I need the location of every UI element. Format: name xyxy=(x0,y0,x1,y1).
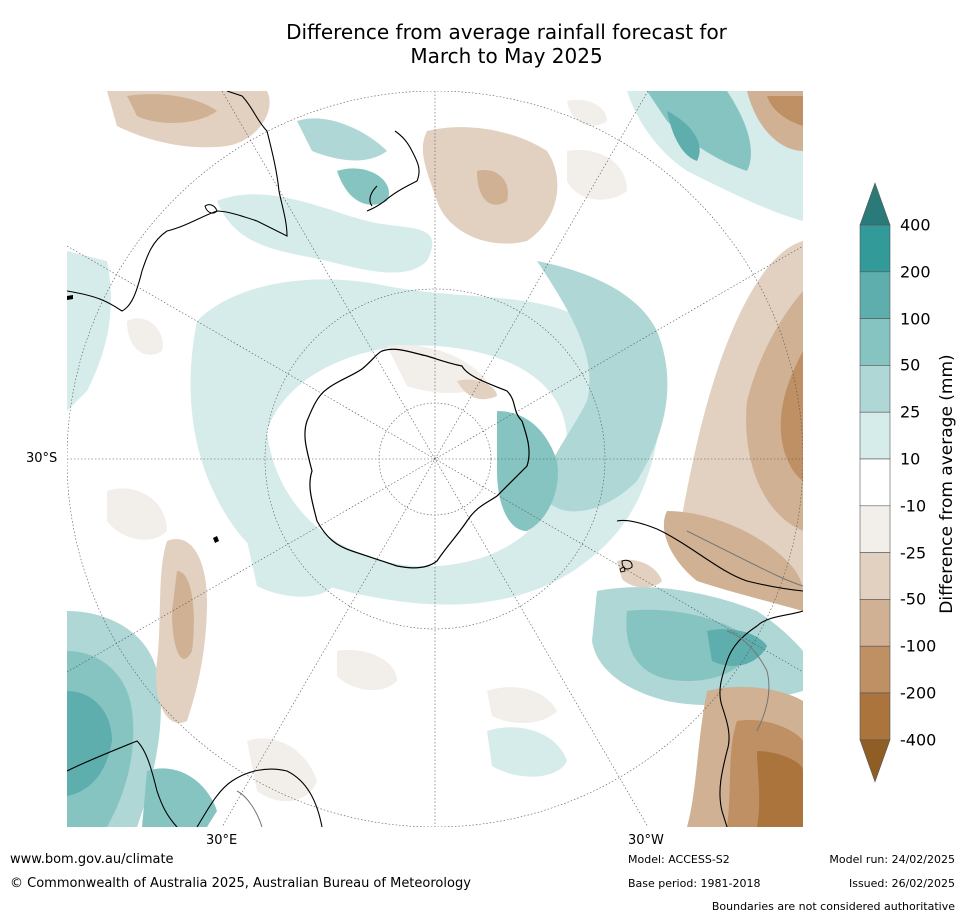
colorbar-segment--200--100 xyxy=(859,645,891,694)
new-zealand-coastline xyxy=(366,130,420,212)
south-america-coastline xyxy=(616,519,803,827)
colorbar-segment-200-400 xyxy=(859,224,891,273)
colorbar-segment-10-25 xyxy=(859,411,891,460)
colorbar-tick-label: 400 xyxy=(900,215,931,235)
colorbar-tick-label: -100 xyxy=(900,636,937,656)
tasmania-outline xyxy=(204,204,218,214)
colorbar-extend-bottom xyxy=(859,739,891,783)
colorbar-segment--400--200 xyxy=(859,692,891,741)
boundary-disclaimer: Boundaries are not considered authoritat… xyxy=(711,900,955,913)
issued-date: Issued: 26/02/2025 xyxy=(848,877,955,890)
colorbar-segment--100--50 xyxy=(859,599,891,647)
base-period: Base period: 1981-2018 xyxy=(628,877,761,890)
colorbar-tick-label: 25 xyxy=(900,402,921,422)
africa-borders xyxy=(236,790,263,827)
colorbar-tick-label: -25 xyxy=(900,543,927,563)
colorbar-tick-label: 100 xyxy=(900,309,931,329)
lon-label-30w: 30°W xyxy=(628,833,664,848)
south-america-borders xyxy=(686,530,803,732)
graticule xyxy=(67,91,803,827)
antarctica-coastline xyxy=(304,348,530,569)
lon-label-30e: 30°E xyxy=(206,833,238,848)
chart-title: Difference from average rainfall forecas… xyxy=(0,20,965,68)
model-run-date: Model run: 24/02/2025 xyxy=(829,853,955,866)
colorbar-tick-label: -50 xyxy=(900,589,927,609)
colorbar-tick-label: -10 xyxy=(900,496,927,516)
colorbar-title: Difference from average (mm) xyxy=(937,354,957,614)
kerguelen-island xyxy=(213,536,219,543)
wet-anomaly-ring xyxy=(67,91,803,827)
colorbar-segment-100-200 xyxy=(859,271,891,319)
colorbar-tick-label: 200 xyxy=(900,262,931,282)
australia-coastline xyxy=(67,91,288,312)
south-georgia-island xyxy=(619,566,626,573)
map-canvas xyxy=(67,91,803,827)
colorbar-tick-label: 50 xyxy=(900,355,921,375)
lat-label-30s: 30°S xyxy=(26,451,58,466)
title-line-1: Difference from average rainfall forecas… xyxy=(286,20,727,44)
colorbar-segment-50-100 xyxy=(859,318,891,366)
colorbar-tick-label: -400 xyxy=(900,730,937,750)
colorbar-extend-top xyxy=(859,182,891,226)
island-speck-left xyxy=(67,295,73,300)
colorbar-tick-label: -200 xyxy=(900,683,937,703)
africa-coastline xyxy=(67,740,323,827)
colorbar-segments xyxy=(859,182,891,783)
rainfall-map xyxy=(67,91,803,827)
colorbar-segment--50--25 xyxy=(859,552,891,600)
title-line-2: March to May 2025 xyxy=(410,44,603,68)
colorbar-segment--25--10 xyxy=(859,505,891,553)
model-name: Model: ACCESS-S2 xyxy=(628,853,730,866)
colorbar-tick-label: 10 xyxy=(900,449,921,469)
colorbar xyxy=(859,182,891,783)
copyright-notice: © Commonwealth of Australia 2025, Austra… xyxy=(10,876,471,891)
colorbar-segment--10-10 xyxy=(859,458,891,507)
falkland-islands xyxy=(621,559,633,570)
source-url: www.bom.gov.au/climate xyxy=(10,852,174,867)
colorbar-segment-25-50 xyxy=(859,365,891,413)
